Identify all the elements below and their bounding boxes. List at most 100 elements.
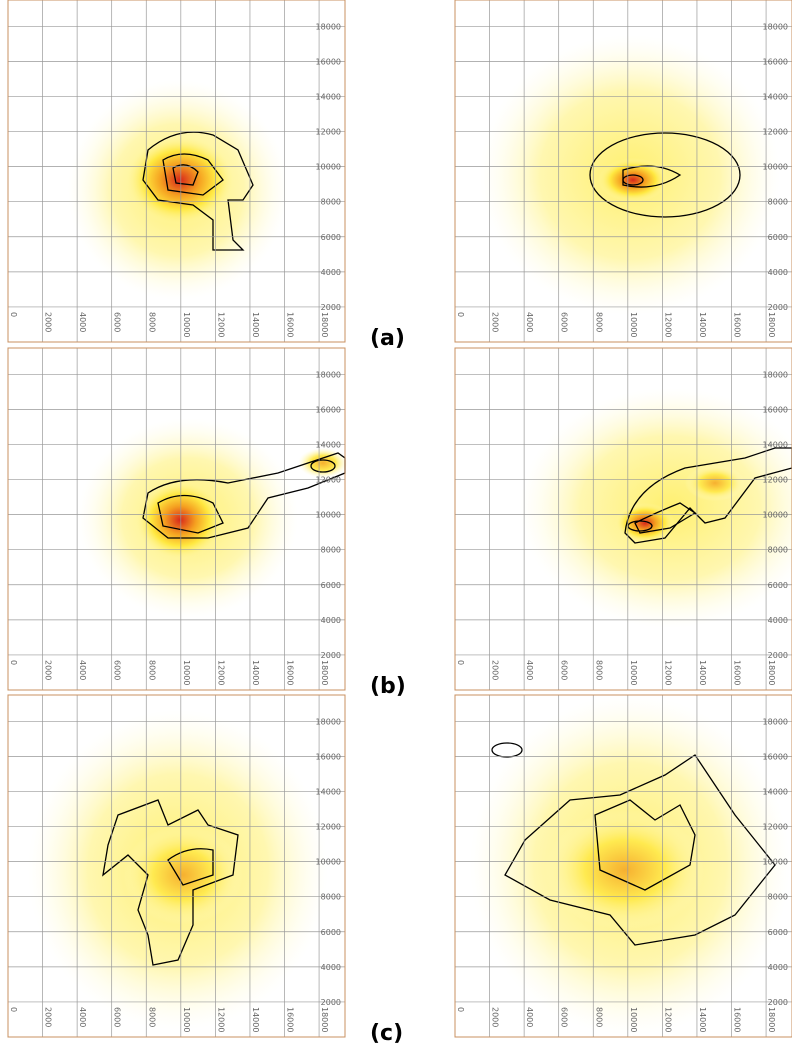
y-tick-label: 6000 xyxy=(768,928,788,937)
x-tick-label: 6000 xyxy=(560,312,569,332)
x-tick-label: 16000 xyxy=(733,660,742,685)
y-tick-label: 18000 xyxy=(763,717,788,726)
x-tick-label: 0 xyxy=(9,660,18,665)
heat-c-right xyxy=(470,695,790,1035)
y-tick-label: 16000 xyxy=(316,57,341,66)
x-tick-label: 18000 xyxy=(320,1007,329,1032)
y-tick-label: 2000 xyxy=(321,651,341,660)
x-tick-label: 16000 xyxy=(286,1007,295,1032)
x-tick-label: 8000 xyxy=(147,312,156,332)
x-tick-label: 4000 xyxy=(78,660,87,680)
x-tick-label: 8000 xyxy=(594,660,603,680)
y-tick-label: 4000 xyxy=(768,268,788,277)
y-tick-label: 2000 xyxy=(768,998,788,1007)
x-tick-label: 4000 xyxy=(525,312,534,332)
x-tick-label: 16000 xyxy=(733,312,742,337)
x-tick-label: 18000 xyxy=(320,660,329,685)
x-tick-label: 2000 xyxy=(491,1007,500,1027)
frame xyxy=(454,694,792,1038)
x-tick-label: 8000 xyxy=(147,660,156,680)
y-tick-label: 8000 xyxy=(768,546,788,555)
x-tick-label: 10000 xyxy=(182,312,191,337)
y-tick-label: 4000 xyxy=(768,963,788,972)
x-tick-label: 10000 xyxy=(182,1007,191,1032)
x-tick-label: 12000 xyxy=(216,312,225,337)
y-tick-label: 6000 xyxy=(768,233,788,242)
panel: 0 2000 4000 6000 8000 10000 12000 14000 16000 180… xyxy=(454,0,792,343)
x-tick-label: 0 xyxy=(9,1007,18,1012)
y-tick-label: 12000 xyxy=(316,128,341,137)
x-tick-label: 6000 xyxy=(113,312,122,332)
x-tick-label: 6000 xyxy=(560,660,569,680)
x-tick-label: 4000 xyxy=(525,660,534,680)
x-tick-label: 14000 xyxy=(698,312,707,337)
x-tick-label: 12000 xyxy=(663,660,672,685)
x-tick-label: 12000 xyxy=(216,660,225,685)
x-tick-label: 0 xyxy=(9,312,18,317)
x-tick-label: 18000 xyxy=(767,1007,776,1032)
frame xyxy=(454,0,792,343)
y-tick-label: 4000 xyxy=(321,268,341,277)
y-tick-label: 10000 xyxy=(316,511,341,520)
y-tick-label: 16000 xyxy=(316,752,341,761)
y-tick-label: 6000 xyxy=(321,581,341,590)
x-tick-label: 4000 xyxy=(78,1007,87,1027)
y-tick-label: 8000 xyxy=(321,198,341,207)
frame xyxy=(454,347,792,691)
y-tick-label: 10000 xyxy=(316,858,341,867)
y-tick-label: 14000 xyxy=(763,787,788,796)
x-tick-label: 10000 xyxy=(629,312,638,337)
x-tick-label: 4000 xyxy=(525,1007,534,1027)
x-tick-label: 6000 xyxy=(560,1007,569,1027)
y-tick-label: 8000 xyxy=(321,893,341,902)
x-tick-label: 16000 xyxy=(286,660,295,685)
x-tick-label: 14000 xyxy=(698,660,707,685)
y-tick-label: 2000 xyxy=(768,303,788,312)
y-tick-label: 18000 xyxy=(316,370,341,379)
y-tick-label: 14000 xyxy=(316,787,341,796)
y-tick-label: 6000 xyxy=(768,581,788,590)
y-tick-label: 8000 xyxy=(321,546,341,555)
heat-b-left xyxy=(78,418,348,618)
panel: 0 2000 4000 6000 8000 10000 12000 14000 16000 180… xyxy=(7,347,346,691)
overlay: 0 2000 4000 6000 8000 10000 12000 14000 16000 180… xyxy=(7,0,792,1046)
x-tick-label: 18000 xyxy=(767,312,776,337)
y-tick-label: 10000 xyxy=(763,511,788,520)
panel: 0 2000 4000 6000 8000 10000 12000 14000 16000 180… xyxy=(454,694,792,1038)
frame xyxy=(7,347,346,691)
x-tick-label: 0 xyxy=(456,660,465,665)
x-tick-label: 10000 xyxy=(629,1007,638,1032)
y-tick-label: 10000 xyxy=(763,858,788,867)
x-tick-label: 8000 xyxy=(594,312,603,332)
x-tick-label: 18000 xyxy=(320,312,329,337)
y-tick-label: 14000 xyxy=(316,440,341,449)
y-tick-label: 12000 xyxy=(763,128,788,137)
y-tick-label: 16000 xyxy=(763,752,788,761)
heat-b-right xyxy=(520,388,792,628)
y-tick-label: 6000 xyxy=(321,928,341,937)
y-tick-label: 4000 xyxy=(768,616,788,625)
x-tick-label: 0 xyxy=(456,312,465,317)
x-tick-label: 16000 xyxy=(733,1007,742,1032)
x-tick-label: 2000 xyxy=(491,660,500,680)
panel-label: (c) xyxy=(370,1021,403,1046)
frame xyxy=(7,0,346,343)
panel: 0 2000 4000 6000 8000 10000 12000 14000 16000 180… xyxy=(7,0,346,343)
x-tick-label: 8000 xyxy=(594,1007,603,1027)
x-tick-label: 6000 xyxy=(113,1007,122,1027)
y-tick-label: 16000 xyxy=(316,405,341,414)
y-tick-label: 2000 xyxy=(321,998,341,1007)
x-tick-label: 8000 xyxy=(147,1007,156,1027)
heat-c-left xyxy=(28,710,328,1030)
y-tick-label: 12000 xyxy=(316,476,341,485)
y-tick-label: 14000 xyxy=(763,440,788,449)
x-tick-label: 2000 xyxy=(44,660,53,680)
y-tick-label: 16000 xyxy=(763,405,788,414)
x-tick-label: 10000 xyxy=(629,660,638,685)
x-tick-label: 14000 xyxy=(698,1007,707,1032)
y-tick-label: 18000 xyxy=(763,22,788,31)
frame xyxy=(7,694,346,1038)
panel: 0 2000 4000 6000 8000 10000 12000 14000 16000 180… xyxy=(454,347,792,691)
